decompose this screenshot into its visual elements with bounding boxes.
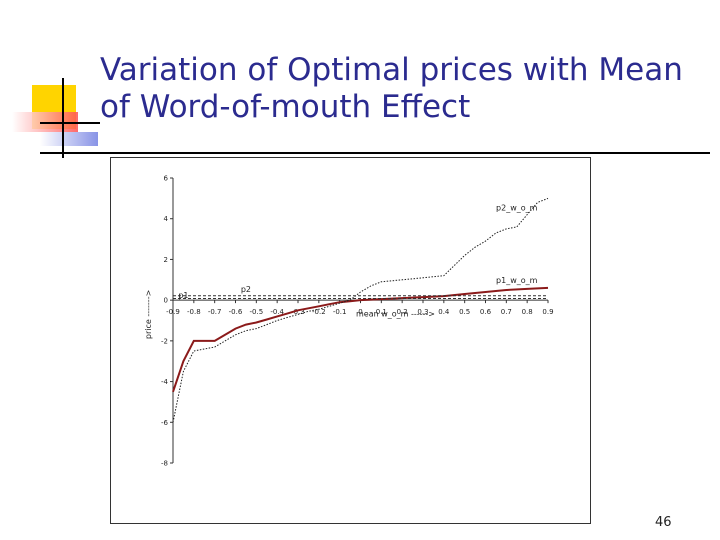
axes	[172, 178, 548, 463]
x-tick-label: -0.8	[187, 308, 201, 316]
x-tick-label: 0.2	[397, 308, 408, 316]
annotation-p2: p2	[241, 285, 251, 294]
ticks: 6 4 2 0 -2 -4 -6 -8 -0.9 -0.8 -0.7 -0.6 -0.5 -0.4 -0.3…	[161, 175, 554, 468]
slide-title: Variation of Optimal prices with Mean of…	[100, 52, 683, 125]
y-tick-label: 6	[164, 175, 169, 183]
y-tick-label: -6	[161, 419, 169, 427]
y-tick-label: -8	[161, 460, 168, 468]
x-tick-label: -0.5	[249, 308, 263, 316]
annotation-p1: p1	[178, 291, 188, 300]
x-tick-label: 0.7	[501, 308, 512, 316]
x-tick-label: 0.3	[417, 308, 428, 316]
x-tick-label: -0.2	[312, 308, 326, 316]
y-tick-label: -4	[161, 378, 169, 386]
x-tick-label: -0.7	[208, 308, 222, 316]
y-tick-label: 0	[164, 297, 168, 305]
x-axis-label: mean w_o_m ------>	[356, 309, 435, 318]
x-tick-label: 0	[358, 308, 362, 316]
x-tick-label: -0.6	[229, 308, 243, 316]
x-tick-label: 0.9	[542, 308, 553, 316]
x-tick-label: -0.9	[166, 308, 180, 316]
x-tick-label: 0.8	[522, 308, 533, 316]
x-tick-label: -0.1	[333, 308, 347, 316]
deco-horizontal-line	[40, 122, 100, 124]
y-tick-label: 4	[164, 215, 169, 223]
series-line-p1-w-o-m	[172, 286, 549, 393]
series-line-p2-w-o-m	[172, 197, 549, 423]
x-tick-label: 0.1	[376, 308, 387, 316]
x-tick-label: -0.3	[291, 308, 305, 316]
y-axis-label: price ------->	[144, 290, 153, 339]
chart-frame: 6 4 2 0 -2 -4 -6 -8 -0.9 -0.8 -0.7 -0.6 -0.5 -0.4 -0.3…	[110, 157, 591, 524]
y-tick-label: 2	[164, 256, 168, 264]
x-tick-label: 0.6	[480, 308, 492, 316]
deco-blue-bar	[40, 132, 98, 146]
line-chart: 6 4 2 0 -2 -4 -6 -8 -0.9 -0.8 -0.7 -0.6 -0.5 -0.4 -0.3…	[144, 175, 554, 468]
annotation-p1-w-o-m: p1_w_o_m	[496, 276, 538, 285]
page-number: 46	[655, 515, 672, 530]
annotation-p2-w-o-m: p2_w_o_m	[496, 204, 538, 213]
deco-vertical-line	[62, 78, 64, 158]
series-layer: p2_w_o_m p1_w_o_m p2 p1	[172, 197, 549, 423]
x-tick-label: -0.4	[270, 308, 284, 316]
x-tick-label: 0.4	[438, 308, 450, 316]
labels: mean w_o_m ------> price ------->	[144, 290, 435, 339]
title-divider	[40, 152, 710, 154]
y-tick-label: -2	[161, 337, 168, 345]
x-tick-label: 0.5	[459, 308, 470, 316]
